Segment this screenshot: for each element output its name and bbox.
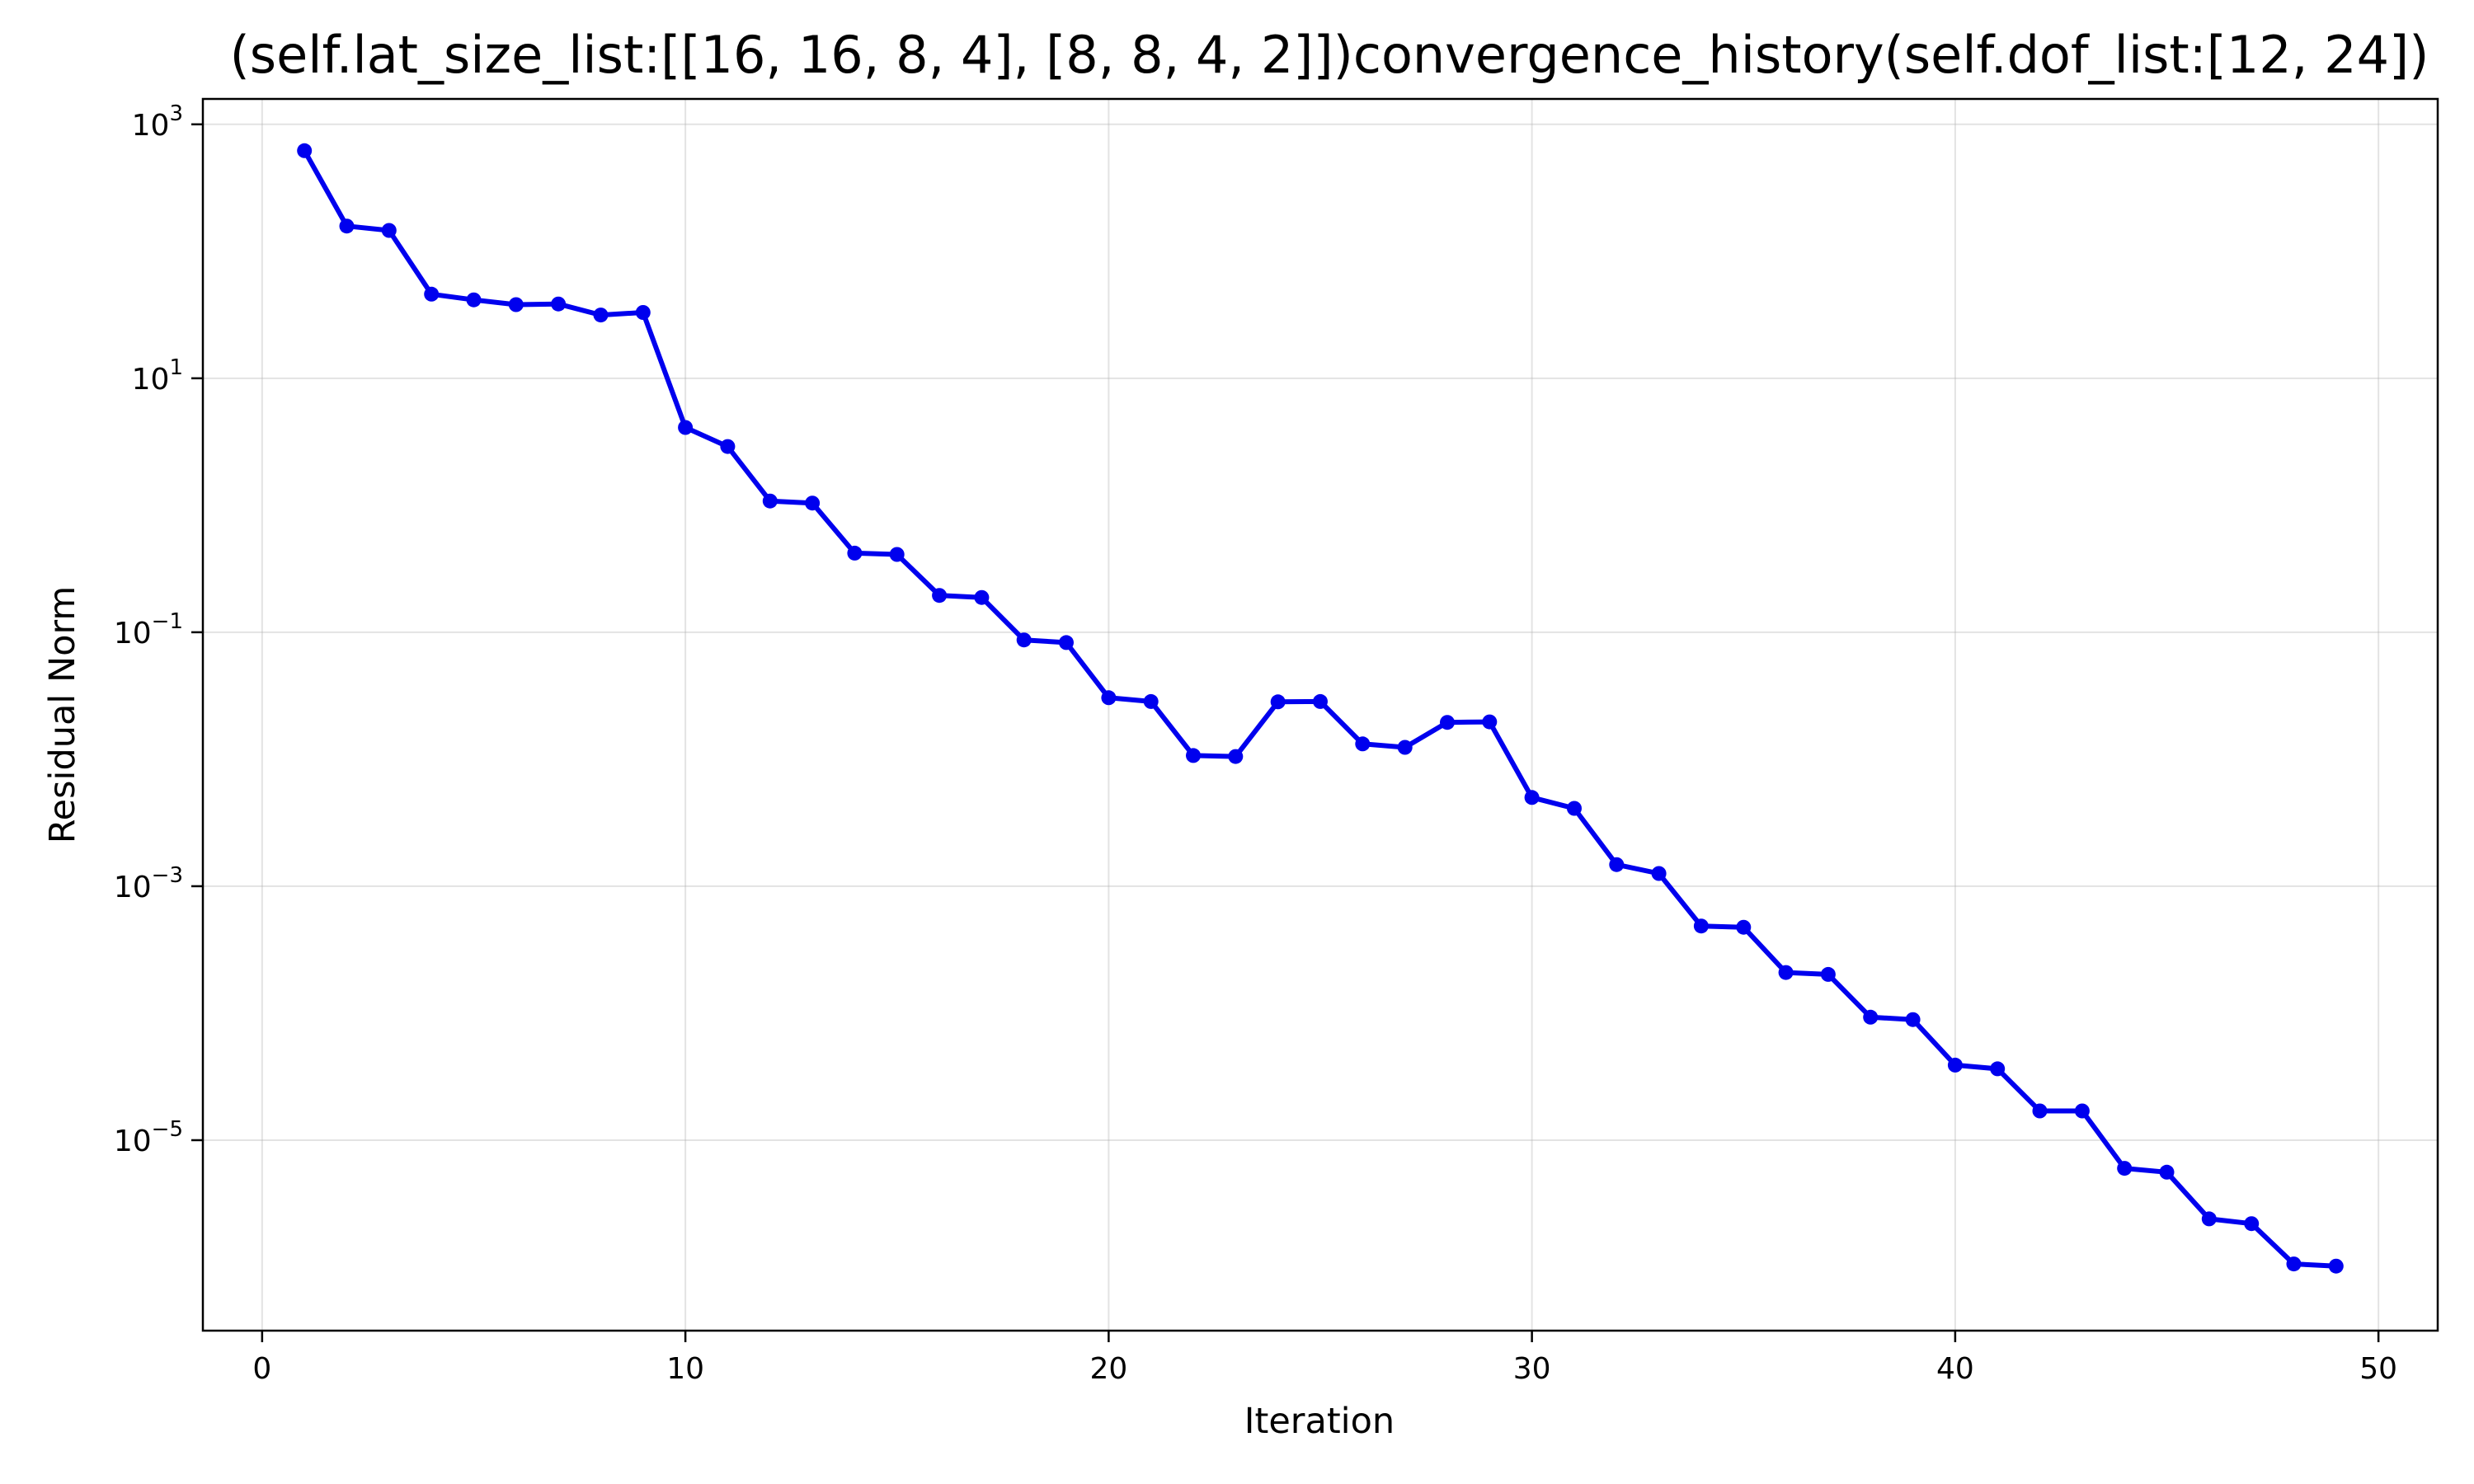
data-point — [1863, 1009, 1879, 1025]
data-point — [847, 545, 863, 561]
data-point — [339, 218, 355, 234]
data-point — [805, 495, 821, 511]
data-point — [2032, 1103, 2048, 1119]
data-point — [1905, 1012, 1921, 1027]
data-point — [1990, 1061, 2006, 1077]
data-point — [1397, 740, 1413, 755]
data-point — [1270, 694, 1286, 710]
data-point — [1186, 748, 1201, 763]
y-tick-label: 10−5 — [114, 1117, 183, 1158]
plot-frame — [201, 97, 2439, 1332]
data-point — [1947, 1057, 1963, 1073]
data-point — [1736, 919, 1752, 935]
y-tick-exponent: −1 — [152, 609, 183, 634]
x-tick-label: 10 — [666, 1352, 704, 1386]
data-point — [889, 547, 905, 562]
y-tick-label: 10−1 — [114, 609, 183, 650]
data-point — [551, 296, 567, 312]
y-tick-exponent: 1 — [169, 355, 183, 380]
data-point — [508, 297, 524, 312]
data-point — [1482, 714, 1498, 730]
data-point — [974, 589, 990, 605]
data-point — [1609, 857, 1625, 872]
y-tick-base: 10 — [114, 617, 152, 650]
data-point — [2201, 1211, 2217, 1227]
y-tick-exponent: −3 — [152, 863, 183, 888]
data-point — [593, 308, 609, 323]
data-point — [678, 420, 694, 435]
data-point — [466, 292, 482, 308]
y-tick-base: 10 — [114, 1125, 152, 1158]
y-tick-label: 103 — [132, 101, 183, 143]
x-tick-label: 0 — [252, 1352, 271, 1386]
data-point — [2286, 1256, 2302, 1272]
chart-title: (self.lat_size_list:[[16, 16, 8, 4], [8,… — [230, 25, 2429, 85]
data-point — [1313, 693, 1328, 709]
y-tick-label: 101 — [132, 355, 183, 397]
data-point — [2328, 1258, 2344, 1274]
data-point — [2117, 1161, 2133, 1176]
series-layer — [297, 143, 2344, 1274]
data-point — [1355, 736, 1371, 752]
y-axis-title: Residual Norm — [42, 586, 83, 844]
y-tick-label: 10−3 — [114, 863, 183, 904]
data-point — [1228, 749, 1244, 764]
y-tick-base: 10 — [132, 363, 170, 397]
data-point — [720, 439, 736, 454]
data-point — [424, 286, 440, 302]
data-point — [1820, 966, 1836, 982]
data-point — [1778, 965, 1794, 980]
grid — [203, 99, 2438, 1331]
x-tick-label: 50 — [2359, 1352, 2397, 1386]
data-point — [1440, 715, 1455, 730]
data-point — [762, 493, 778, 509]
data-point — [1567, 801, 1582, 816]
data-point — [932, 588, 948, 603]
data-point — [1101, 690, 1117, 706]
x-tick-label: 20 — [1089, 1352, 1127, 1386]
x-axis-title: Iteration — [1244, 1401, 1395, 1442]
data-point — [1524, 790, 1540, 805]
data-point — [297, 143, 313, 158]
data-point — [2074, 1103, 2090, 1119]
y-tick-exponent: −5 — [152, 1117, 183, 1142]
data-point — [1693, 918, 1709, 934]
data-point — [1016, 632, 1032, 648]
data-point — [1059, 635, 1074, 650]
x-tick-label: 30 — [1513, 1352, 1551, 1386]
y-tick-base: 10 — [132, 109, 170, 143]
data-point — [2159, 1164, 2175, 1180]
y-tick-base: 10 — [114, 871, 152, 904]
y-tick-exponent: 3 — [169, 101, 183, 126]
data-point — [1143, 693, 1159, 709]
data-point — [381, 223, 397, 238]
data-point — [1651, 866, 1667, 881]
data-point — [2244, 1216, 2260, 1232]
data-point — [635, 305, 651, 320]
x-tick-label: 40 — [1936, 1352, 1974, 1386]
